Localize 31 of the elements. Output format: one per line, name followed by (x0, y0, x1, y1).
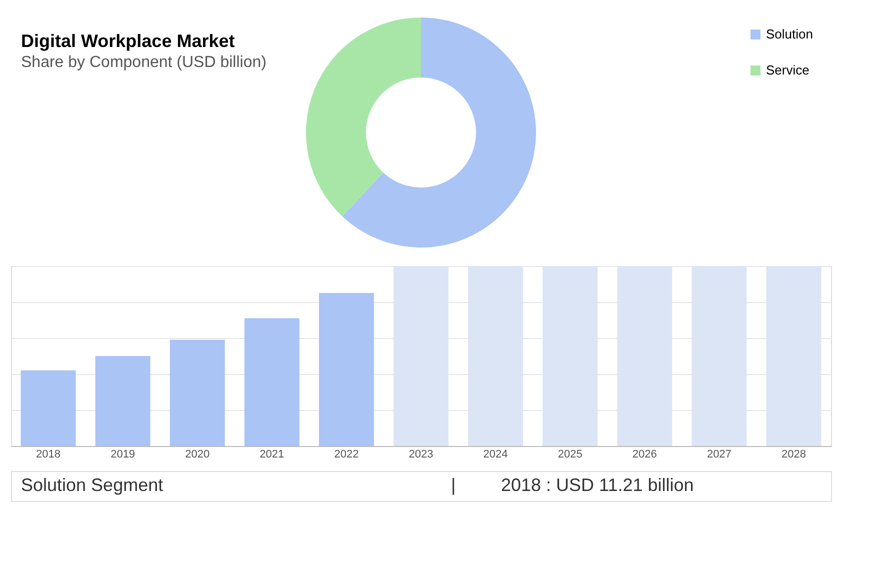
bar (244, 318, 300, 446)
bar (170, 340, 225, 446)
x-tick-label: 2028 (781, 448, 806, 460)
x-tick-label: 2027 (706, 448, 732, 460)
text: Share by Component (USD billion) (21, 54, 266, 71)
text: Solution Segment (21, 475, 164, 495)
donut-slice (342, 18, 536, 248)
donut-slice (306, 18, 421, 216)
bar (394, 266, 448, 446)
text: Digital Workplace Market (21, 31, 235, 51)
x-tick-label: 2024 (483, 448, 508, 460)
text: 2018 : USD 11.21 billion (501, 475, 694, 495)
bar (468, 266, 524, 446)
bar (318, 293, 374, 446)
legend-label: Solution (766, 26, 813, 42)
x-tick-label: 2026 (632, 448, 657, 460)
x-tick-label: 2019 (110, 448, 136, 460)
bar (692, 266, 747, 446)
x-tick-label: 2018 (36, 448, 61, 460)
x-tick-label: 2020 (185, 448, 210, 460)
bar (766, 266, 822, 446)
x-tick-label: 2025 (558, 448, 582, 460)
bar (617, 266, 672, 446)
x-tick-label: 2021 (260, 448, 284, 460)
x-tick-label: 2022 (334, 448, 359, 460)
x-tick-label: 2023 (408, 448, 434, 460)
bar (95, 356, 150, 446)
bar (20, 370, 76, 446)
text: | (451, 475, 456, 495)
bar (542, 266, 598, 446)
legend-label: Service (766, 62, 810, 78)
